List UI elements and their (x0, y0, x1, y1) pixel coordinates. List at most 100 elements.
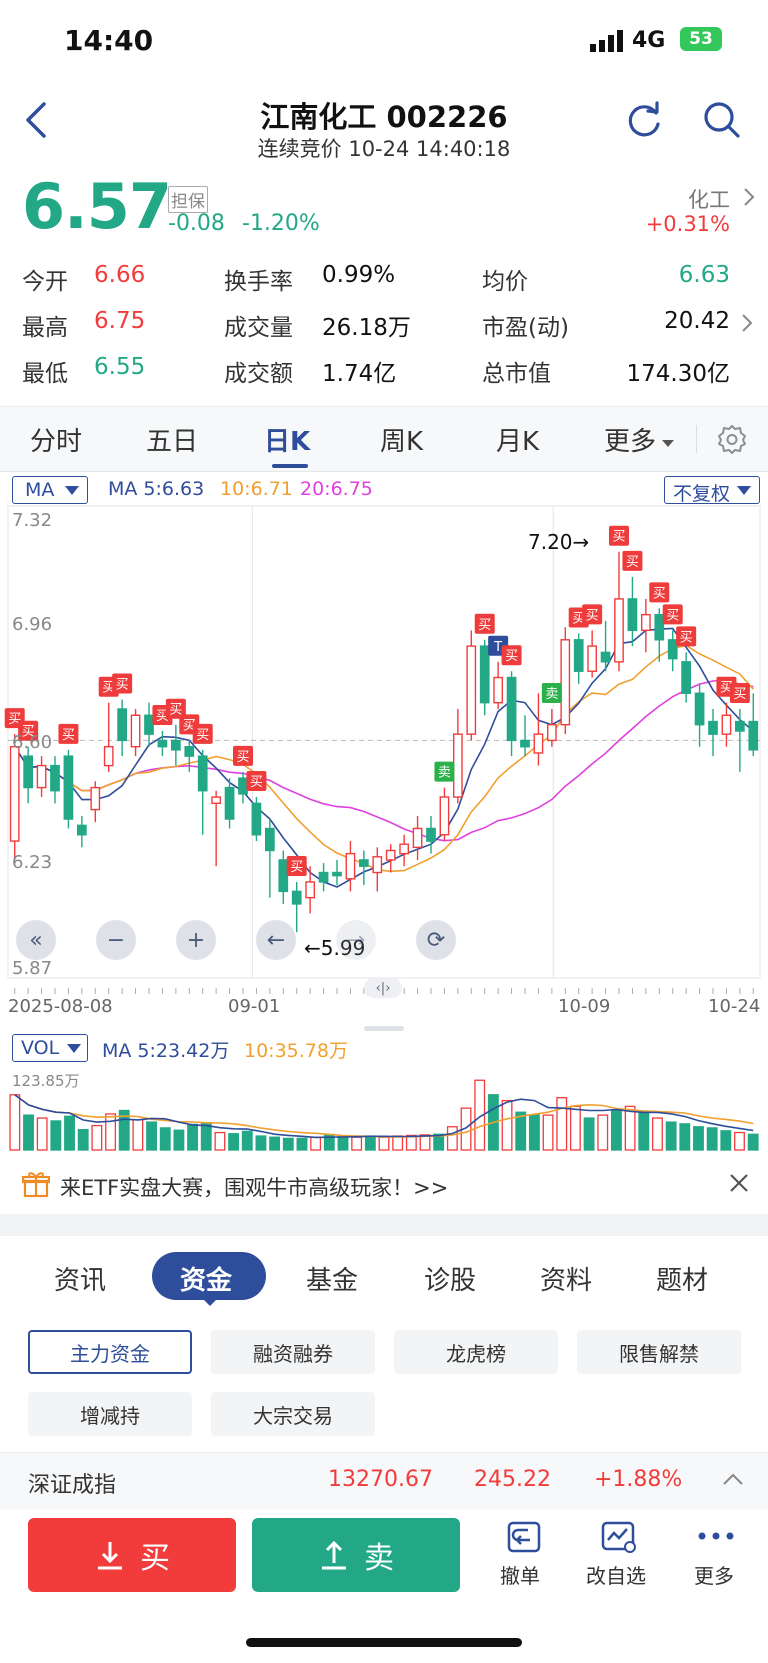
candle (452, 708, 463, 804)
current-price: 6.57 (22, 170, 172, 243)
buy-marker[interactable]: 买 (233, 745, 253, 766)
buy-marker[interactable]: 买 (286, 855, 307, 876)
volume-bar (583, 1117, 595, 1151)
ma5-legend: MA 5:6.63 (108, 478, 205, 500)
zoom-out-icon[interactable]: − (96, 920, 136, 960)
block-trade-button[interactable]: 大宗交易 (211, 1392, 375, 1436)
volume-bar (50, 1120, 62, 1151)
lockup-expiry-button[interactable]: 限售解禁 (577, 1330, 741, 1374)
volume-bar (720, 1130, 732, 1151)
buy-marker[interactable]: 买 (474, 613, 495, 634)
buy-marker[interactable]: 买 (676, 626, 697, 647)
zoom-in-icon[interactable]: + (176, 920, 216, 960)
candle (640, 598, 651, 653)
vol-selector[interactable]: VOL (12, 1034, 88, 1062)
edit-watchlist-button[interactable]: 改自选 (584, 1520, 654, 1590)
gear-icon[interactable] (716, 423, 748, 459)
candle (90, 781, 101, 823)
cancel-order-button[interactable]: 撤单 (494, 1520, 554, 1590)
price-change: -0.08 (168, 211, 225, 236)
tab-news[interactable]: 资讯 (54, 1266, 107, 1296)
kline-chart[interactable]: 买买 买买 买买 买买买买买买卖买T买卖买 买买买买买买买买 (0, 500, 768, 1030)
holding-change-button[interactable]: 增减持 (28, 1392, 192, 1436)
chevron-up-icon[interactable] (722, 1471, 744, 1490)
tab-intraday[interactable]: 分时 (30, 427, 83, 457)
buy-marker[interactable]: 买 (501, 645, 522, 666)
buy-marker[interactable]: 买 (662, 604, 683, 625)
tab-diagnosis[interactable]: 诊股 (424, 1266, 477, 1296)
buy-marker[interactable]: 买 (622, 550, 643, 571)
main-capital-button[interactable]: 主力资金 (28, 1330, 192, 1374)
tab-more[interactable]: 更多 (604, 427, 657, 457)
arrow-left-icon[interactable]: ← (256, 920, 296, 960)
y-label: 6.23 (12, 852, 53, 873)
refresh-icon[interactable] (624, 100, 664, 144)
buy-marker[interactable]: 买 (649, 582, 670, 603)
rotate-icon[interactable]: ⟳ (416, 920, 456, 960)
tab-theme[interactable]: 题材 (656, 1266, 709, 1296)
margin-trading-button[interactable]: 融资融券 (211, 1330, 375, 1374)
tab-five-day[interactable]: 五日 (146, 427, 199, 457)
ma20-legend: 20:6.75 (300, 478, 373, 500)
svg-text:卖: 卖 (438, 766, 451, 781)
more-dots-icon (698, 1532, 734, 1540)
buy-marker[interactable]: 买 (609, 525, 629, 546)
buy-marker[interactable]: 买 (18, 720, 39, 741)
candle (654, 608, 665, 662)
sector-link[interactable]: 化工 +0.31% (600, 180, 760, 240)
sell-button[interactable]: 卖 (252, 1518, 460, 1592)
ad-text: 来ETF实盘大赛，围观牛市高级玩家！>> (60, 1176, 449, 1200)
x-label: 10-09 (558, 996, 611, 1017)
edit-watchlist-label: 改自选 (586, 1564, 646, 1588)
buy-marker[interactable]: 买 (165, 698, 186, 719)
status-bar: 14:40 4G 53 (0, 0, 768, 80)
more-button[interactable]: 更多 (690, 1520, 750, 1590)
tab-profile[interactable]: 资料 (540, 1266, 593, 1296)
tab-fund[interactable]: 基金 (306, 1266, 359, 1296)
volume-bar (446, 1126, 458, 1151)
back-icon[interactable] (22, 100, 52, 144)
buy-marker[interactable]: 买 (246, 771, 267, 792)
arrow-right-icon[interactable]: → (336, 920, 376, 960)
candle (332, 859, 342, 886)
tab-capital[interactable]: 资金 (180, 1266, 233, 1296)
dragon-tiger-button[interactable]: 龙虎榜 (394, 1330, 558, 1374)
stock-title: 江南化工 002226 (260, 100, 508, 134)
sell-marker[interactable]: 卖 (434, 761, 455, 782)
candle (345, 841, 356, 892)
svg-text:买: 买 (22, 725, 35, 740)
expand-handle-icon[interactable]: ‹|› (364, 978, 402, 998)
sell-marker[interactable]: 卖 (541, 682, 562, 703)
buy-marker[interactable]: 买 (192, 723, 213, 744)
low-annotation: ←5.99 (304, 936, 366, 960)
candle (372, 847, 383, 892)
index-bar[interactable]: 深证成指 13270.67 245.22 +1.88% (0, 1452, 768, 1509)
stat-label: 均价 (482, 269, 528, 295)
buy-label: 买 (140, 1541, 170, 1576)
chevron-right-icon (742, 186, 756, 212)
stat-value: 6.75 (94, 308, 146, 334)
status-time: 14:40 (64, 24, 154, 57)
buy-marker[interactable]: 买 (582, 604, 603, 625)
rewind-icon[interactable]: « (16, 920, 56, 960)
ad-banner[interactable]: 来ETF实盘大赛，围观牛市高级玩家！>> (0, 1156, 768, 1214)
search-icon[interactable] (702, 100, 742, 144)
close-icon[interactable] (728, 1172, 750, 1198)
adjust-selector[interactable]: 不复权 (664, 476, 760, 505)
buy-marker[interactable]: 买 (112, 673, 133, 694)
index-change-pct: +1.88% (594, 1467, 683, 1492)
ma-selector[interactable]: MA (12, 476, 88, 504)
volume-chart[interactable] (0, 1064, 768, 1154)
buy-marker[interactable]: 买 (58, 723, 79, 744)
drag-handle[interactable] (364, 1026, 404, 1031)
svg-text:买: 买 (478, 618, 491, 633)
chevron-right-icon[interactable] (740, 312, 754, 338)
home-indicator (246, 1638, 522, 1647)
tab-weekly-k[interactable]: 周K (380, 427, 424, 457)
buy-marker[interactable]: 买 (729, 682, 750, 703)
volume-bar (364, 1135, 376, 1151)
candle (573, 633, 584, 684)
tab-monthly-k[interactable]: 月K (496, 427, 540, 457)
tab-daily-k[interactable]: 日K (264, 427, 311, 457)
buy-button[interactable]: 买 (28, 1518, 236, 1592)
